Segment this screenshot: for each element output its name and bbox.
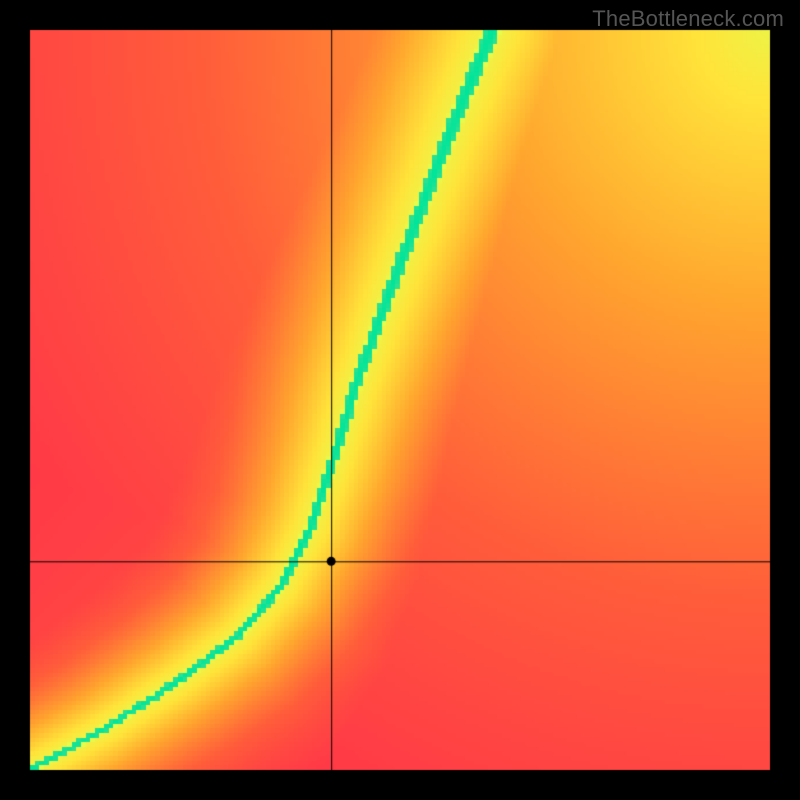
heatmap-canvas	[0, 0, 800, 800]
bottleneck-heatmap-chart: TheBottleneck.com	[0, 0, 800, 800]
watermark-text: TheBottleneck.com	[592, 6, 784, 32]
